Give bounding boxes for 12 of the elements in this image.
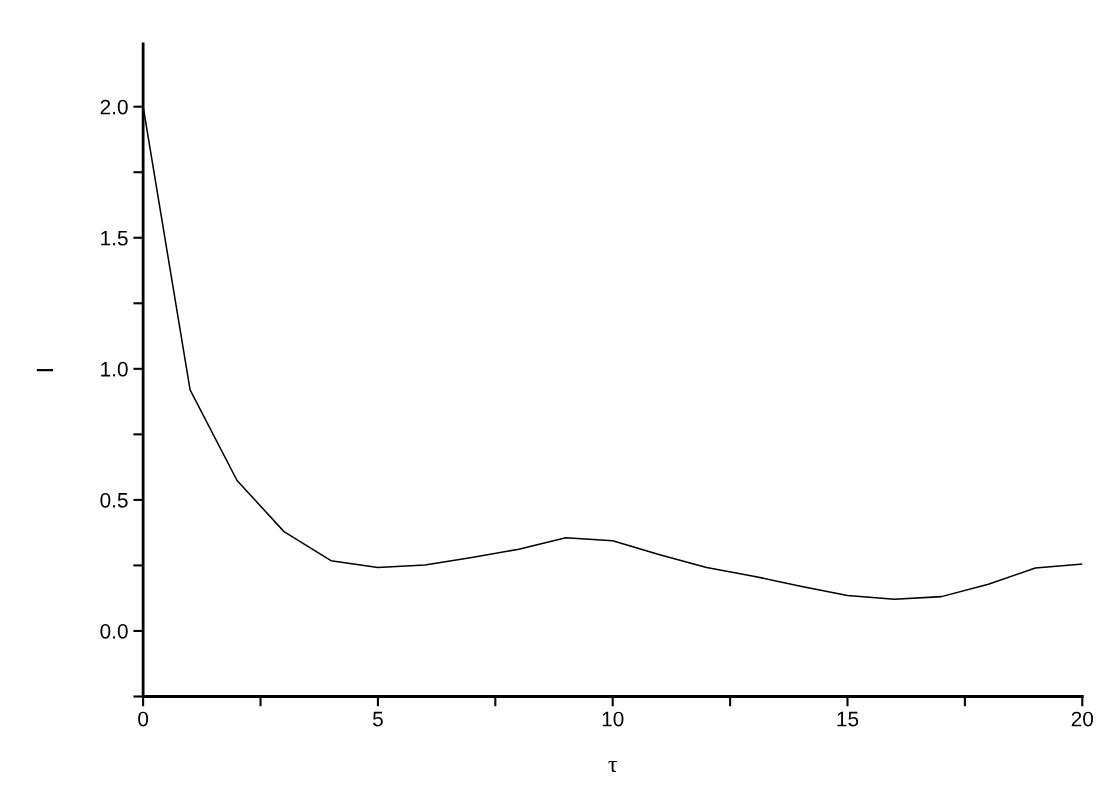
y-tick-label: 0.0 (100, 623, 128, 639)
x-tick-label: 0 (138, 711, 149, 727)
y-tick-label: 1.5 (101, 230, 128, 246)
x-tick-label: 5 (372, 711, 383, 727)
y-tick-label: 0.5 (100, 492, 128, 508)
x-tick-label: 20 (1071, 711, 1094, 727)
y-tick-label: 1.0 (101, 361, 128, 377)
y-axis-title: I (36, 369, 54, 372)
x-tick-label: 10 (602, 711, 624, 727)
x-tick-label: 15 (837, 711, 859, 727)
x-axis-title: τ (608, 761, 617, 773)
y-tick-label: 2.0 (100, 99, 128, 115)
